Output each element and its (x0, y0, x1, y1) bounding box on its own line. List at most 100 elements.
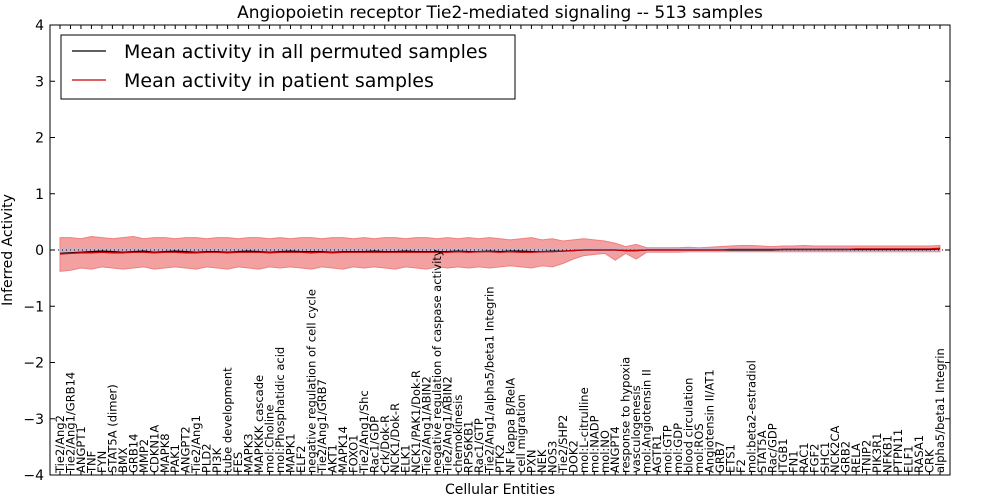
y-tick-label: −2 (23, 356, 44, 372)
x-category-label: MMP2 (137, 439, 151, 473)
x-category-label: NFKB1 (881, 435, 895, 473)
x-category-label: Tie2/SHP2 (556, 415, 570, 474)
x-category-label: PLD2 (200, 443, 214, 473)
x-category-label: negative regulation of caspase activity (430, 249, 444, 473)
x-category-label: MAPKKK cascade (252, 375, 266, 473)
x-category-label: ANGPT4 (608, 426, 622, 473)
x-category-label: NOS3 (545, 441, 559, 473)
x-category-label: Angiotensin II/AT1 (703, 369, 717, 473)
y-tick-label: 4 (35, 18, 44, 34)
x-category-label: ANGPT1 (74, 426, 88, 473)
x-category-label: Tie2/Ang1/alpha5/beta1 Integrin (483, 286, 497, 474)
x-category-label: RELA (849, 443, 863, 473)
x-category-label: AKT1 (325, 444, 339, 473)
x-category-label: mol:beta2-estradiol (744, 360, 758, 473)
x-category-label: FYN (95, 451, 109, 473)
x-category-label: FN1 (786, 450, 800, 473)
x-category-label: Tie2/Ang1 (189, 415, 203, 474)
x-category-label: ELF1 (902, 445, 916, 473)
legend-box (60, 34, 516, 100)
legend: Mean activity in all permuted samples Me… (60, 34, 516, 100)
x-category-label: RPS6KB1 (462, 421, 476, 473)
x-category-label: mol:NADP (587, 415, 601, 473)
x-category-label: MAPK8 (158, 433, 172, 473)
x-category-label: RAC1 (797, 442, 811, 473)
x-category-label: DOK2 (566, 440, 580, 473)
x-category-label: GRB7 (713, 441, 727, 473)
x-category-label: MAPK14 (336, 426, 350, 473)
x-category-label: tube development (221, 367, 235, 473)
x-category-label: PTK2 (493, 444, 507, 473)
x-category-label: Tie2/Ang1/Shc (357, 390, 371, 474)
x-category-label: RASA1 (912, 435, 926, 473)
x-category-label: FGF2 (807, 444, 821, 473)
x-category-label: Rac/GDP (765, 423, 779, 473)
x-category-label: blood circulation (682, 378, 696, 473)
patient-mean-line (59, 247, 941, 255)
y-tick-label: 1 (35, 187, 44, 203)
x-category-label: FES (231, 452, 245, 473)
y-tick-label: −1 (23, 299, 44, 315)
x-category-label: mol:NO (598, 430, 612, 473)
x-category-label: STAT5A (755, 430, 769, 473)
x-axis-title: Cellular Entities (445, 482, 555, 498)
y-tick-label: 2 (35, 131, 44, 147)
y-tick-label: 0 (35, 243, 44, 259)
x-category-label: TNIP2 (860, 440, 874, 474)
lines-layer (59, 247, 941, 255)
x-category-label: NF kappa B/RelA (503, 378, 517, 473)
x-category-label: NCK1/PAK1/Dok-R (409, 370, 423, 473)
x-category-label: PIK3R1 (870, 433, 884, 474)
y-axis: −4 −3 −2 −1 0 1 2 3 4 (23, 18, 950, 484)
x-category-label: PTPN11 (891, 429, 905, 473)
x-category-label: ETS1 (723, 444, 737, 473)
x-category-label: NCK1/Dok-R (388, 403, 402, 473)
x-category-label: PXN (524, 450, 538, 473)
legend-label-permuted: Mean activity in all permuted samples (124, 41, 487, 63)
x-category-label: Rac1/GTP (472, 418, 486, 473)
x-category-label: GRB2 (839, 441, 853, 473)
x-category-label: Rac1/GDP (367, 416, 381, 473)
y-tick-label: −4 (23, 468, 44, 484)
x-category-label: FOXO1 (346, 435, 360, 473)
x-category-label: mol:Phosphatidic acid (273, 347, 287, 473)
x-axis (59, 25, 941, 475)
x-category-label: mol:Angiotensin II (640, 369, 654, 473)
x-category-label: GRB14 (126, 434, 140, 473)
x-category-label: cell migration (514, 394, 528, 473)
x-category-label: TNF (84, 451, 98, 474)
x-category-label: Tie2/Ang2 (53, 415, 67, 474)
x-category-label: BMX (116, 447, 130, 473)
x-tick-labels: Tie2/Ang2Tie2/Ang1/GRB14ANGPT1TNFFYNSTAT… (53, 249, 947, 474)
x-category-label: mol:L-citrulline (577, 387, 591, 473)
x-category-label: ELK1 (399, 444, 413, 473)
legend-label-patient: Mean activity in patient samples (124, 70, 434, 92)
x-category-label: ANGPT2 (179, 426, 193, 473)
x-category-label: negative regulation of cell cycle (304, 289, 318, 473)
x-category-label: ELF2 (294, 445, 308, 473)
x-category-label: alpha5/beta1 Integrin (933, 348, 947, 473)
x-category-label: Tie2/Ang1/GRB14 (63, 372, 77, 474)
x-category-label: Tie2/Ang1/ABIN2 (420, 376, 434, 474)
x-category-label: MAPK3 (242, 433, 256, 473)
x-category-label: response to hypoxia (619, 357, 633, 473)
chart-title: Angiopoietin receptor Tie2-mediated sign… (237, 3, 763, 23)
x-category-label: ITGB1 (776, 438, 790, 473)
x-category-label: NEK (535, 449, 549, 473)
x-category-label: AGTR1 (650, 435, 664, 474)
y-tick-label: 3 (35, 74, 44, 90)
x-category-label: PAK1 (168, 444, 182, 473)
x-category-label: NCK2CA (828, 425, 842, 473)
x-category-label: vasculogenesis (629, 385, 643, 473)
y-tick-label: −3 (23, 412, 44, 428)
y-axis-title: Inferred Activity (0, 194, 16, 306)
bands-layer (59, 235, 941, 272)
patient-activity-band (59, 235, 941, 272)
x-category-label: mol:GDP (671, 423, 685, 473)
x-category-label: mol:GTP (661, 425, 675, 473)
x-category-label: CRK (923, 449, 937, 473)
x-category-label: CDKN1A (147, 425, 161, 473)
x-category-label: STAT5A (dimer) (105, 384, 119, 473)
